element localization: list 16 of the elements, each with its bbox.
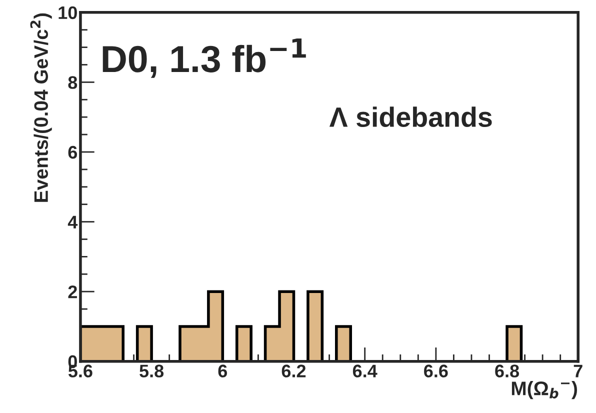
x-tick-label: 6.8	[495, 364, 520, 378]
y-tick-label: 10	[58, 6, 77, 20]
y-tick-label: 2	[68, 286, 77, 298]
x-tick-label: 6.4	[352, 364, 378, 378]
x-tick-label: 6.6	[424, 364, 448, 378]
x-tick-label: 5.8	[140, 364, 164, 378]
x-tick-label: 7	[574, 364, 582, 378]
annotation: Λ sidebands	[329, 106, 492, 128]
x-axis-title: M(Ω$_{b}$$^{−}$)	[512, 380, 577, 400]
x-tick-label: 6.2	[282, 364, 306, 378]
y-axis-title: Events/(0.04 GeV/c$^{2}$)	[30, 13, 52, 202]
y-tick-label: 6	[68, 146, 78, 159]
y-tick-label: 8	[68, 76, 78, 89]
annotation: D0, 1.3 fb$^{−1}$	[102, 38, 306, 78]
y-tick-label: 4	[68, 216, 78, 228]
x-tick-label: 6	[218, 364, 228, 378]
